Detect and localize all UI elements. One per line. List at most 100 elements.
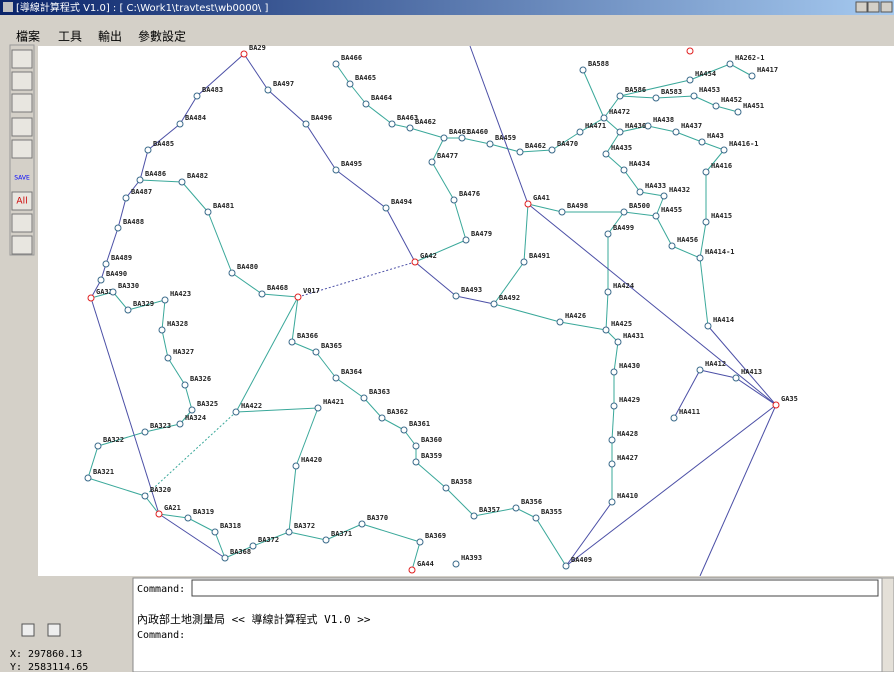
survey-point [671,415,677,421]
point-label: HA431 [623,332,644,340]
tool-button[interactable] [12,236,32,254]
survey-point [85,475,91,481]
survey-point [611,403,617,409]
point-label: BA493 [461,286,482,294]
help-icon[interactable] [48,624,60,636]
survey-point [721,147,727,153]
command-input[interactable] [192,580,878,596]
point-label: BA357 [479,506,500,514]
survey-point [115,225,121,231]
menu-item[interactable]: 輸出 [98,29,122,44]
point-label: BA470 [557,140,578,148]
point-label: HA327 [173,348,194,356]
drawing-canvas[interactable] [38,46,894,576]
point-label: BA358 [451,478,472,486]
point-label: HA424 [613,282,634,290]
minimize-button[interactable] [856,2,867,12]
point-label: HA427 [617,454,638,462]
survey-point [691,93,697,99]
survey-point [407,125,413,131]
point-label: HA421 [323,398,344,406]
console-line: 內政部土地測量局 << 導線計算程式 V1.0 >> [137,612,371,626]
tool-button[interactable] [12,214,32,232]
app-icon [3,2,13,12]
close-button[interactable] [881,2,892,12]
app-window: [導線計算程式 V1.0] : [ C:\Work1\travtest\wb00… [0,0,894,672]
point-label: BA482 [187,172,208,180]
point-label: HA410 [617,492,638,500]
x-coordinate: X: 297860.13 [10,649,82,660]
point-label: BA499 [613,224,634,232]
point-label: BA481 [213,202,234,210]
console-scrollbar[interactable] [882,578,894,672]
tool-label[interactable]: SAVE [14,175,30,182]
survey-point [603,151,609,157]
point-label: HA328 [167,320,188,328]
point-label: BA462 [415,118,436,126]
point-label: GA44 [417,560,434,568]
survey-point [315,405,321,411]
point-label: HA438 [653,116,674,124]
tool-button[interactable] [12,94,32,112]
survey-point [383,205,389,211]
point-label: HA415 [711,212,732,220]
point-label: HA413 [741,368,762,376]
point-label: BA489 [111,254,132,262]
maximize-button[interactable] [868,2,879,12]
point-label: BA362 [387,408,408,416]
survey-point [259,291,265,297]
survey-point [359,521,365,527]
point-label: HA426 [565,312,586,320]
survey-point [417,539,423,545]
tool-button[interactable] [12,50,32,68]
point-label: BA487 [131,188,152,196]
point-label: BA368 [230,548,251,556]
survey-point [533,515,539,521]
point-label: HA423 [170,290,191,298]
point-label: HA451 [743,102,764,110]
tool-button[interactable] [12,140,32,158]
survey-point [557,319,563,325]
point-label: BA321 [93,468,114,476]
point-label: BA486 [145,170,166,178]
survey-point [212,529,218,535]
survey-point [145,147,151,153]
menu-item[interactable]: 參數設定 [138,29,186,44]
window-buttons[interactable] [856,2,892,12]
point-label: BA29 [249,44,266,52]
survey-point [250,543,256,549]
point-label: BA360 [421,436,442,444]
survey-point [286,529,292,535]
survey-point [265,87,271,93]
tool-button[interactable] [12,118,32,136]
survey-point [441,135,447,141]
survey-point [185,515,191,521]
survey-point [713,103,719,109]
menu-item[interactable]: 工具 [58,30,82,44]
survey-point [194,93,200,99]
survey-point [559,209,565,215]
survey-point [229,270,235,276]
survey-point [179,179,185,185]
tool-label[interactable]: All [16,197,27,207]
survey-point [687,77,693,83]
point-label: HA393 [461,554,482,562]
survey-point [162,297,168,303]
print-icon[interactable] [22,624,34,636]
tool-button[interactable] [12,72,32,90]
survey-point [379,415,385,421]
point-label: BA369 [425,532,446,540]
point-label: BA355 [541,508,562,516]
menu-item[interactable]: 檔案 [16,29,40,44]
point-label: HA430 [619,362,640,370]
survey-point [521,259,527,265]
survey-point [303,121,309,127]
survey-point [137,177,143,183]
survey-point [749,73,755,79]
point-label: BA409 [571,556,592,564]
survey-point [609,437,615,443]
point-label: BA490 [106,270,127,278]
survey-point [142,429,148,435]
survey-point [241,51,247,57]
survey-point [453,293,459,299]
